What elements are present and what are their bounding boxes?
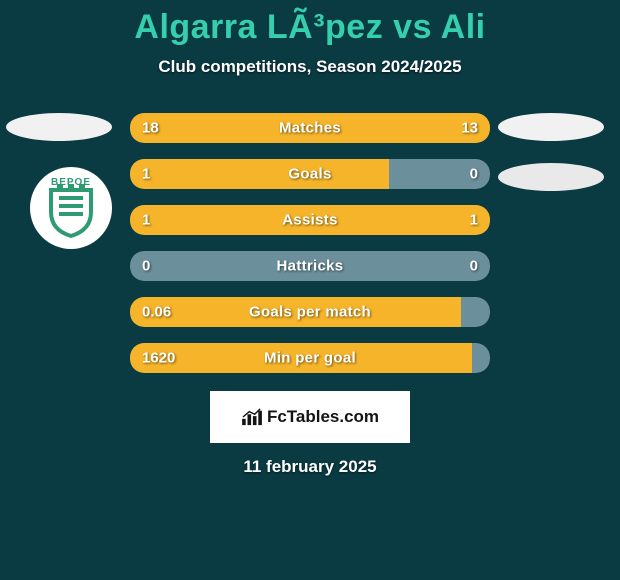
- stat-label: Hattricks: [277, 258, 344, 275]
- comparison-infographic: Algarra LÃ³pez vs Ali Club competitions,…: [0, 0, 620, 580]
- stat-value-right: 0: [470, 166, 478, 183]
- footer-date: 11 february 2025: [0, 457, 620, 477]
- decor-oval-right-bottom: [498, 163, 604, 191]
- stat-label: Goals per match: [249, 304, 371, 321]
- source-badge-text: FcTables.com: [267, 407, 379, 427]
- stat-value-right: 13: [461, 120, 478, 137]
- chart-icon: [241, 408, 263, 426]
- stat-fill-left: [130, 159, 389, 189]
- stat-value-left: 0: [142, 258, 150, 275]
- stat-label: Assists: [282, 212, 337, 229]
- stat-row: 0 0 Hattricks: [130, 251, 490, 281]
- stat-value-left: 1: [142, 166, 150, 183]
- source-badge: FcTables.com: [210, 391, 410, 443]
- stat-label: Matches: [279, 120, 341, 137]
- stat-value-left: 1620: [142, 350, 175, 367]
- crest-label: BEPOE: [30, 177, 112, 188]
- stat-value-right: 1: [470, 212, 478, 229]
- decor-oval-left: [6, 113, 112, 141]
- stat-value-left: 1: [142, 212, 150, 229]
- stats-arena: BEPOE 18 13 Matches 1 0 Goals 1 1 Assists 0 0 Hattr…: [0, 113, 620, 477]
- page-subtitle: Club competitions, Season 2024/2025: [0, 57, 620, 77]
- stat-value-left: 18: [142, 120, 159, 137]
- stat-rows: 18 13 Matches 1 0 Goals 1 1 Assists 0 0 Hattricks 0.…: [130, 113, 490, 373]
- stat-row: 1 1 Assists: [130, 205, 490, 235]
- stat-row: 18 13 Matches: [130, 113, 490, 143]
- stat-row: 0.06 Goals per match: [130, 297, 490, 327]
- stat-label: Min per goal: [264, 350, 356, 367]
- decor-oval-right-top: [498, 113, 604, 141]
- stat-row: 1620 Min per goal: [130, 343, 490, 373]
- stat-value-left: 0.06: [142, 304, 171, 321]
- stat-label: Goals: [288, 166, 331, 183]
- stat-value-right: 0: [470, 258, 478, 275]
- page-title: Algarra LÃ³pez vs Ali: [0, 0, 620, 47]
- stat-row: 1 0 Goals: [130, 159, 490, 189]
- club-crest-left: BEPOE: [30, 167, 112, 249]
